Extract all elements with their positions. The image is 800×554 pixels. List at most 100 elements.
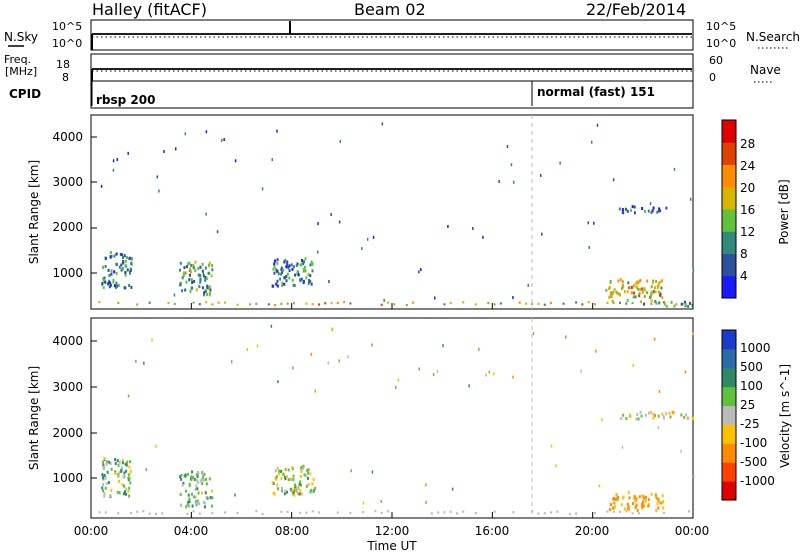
power-echo-cell bbox=[190, 278, 193, 282]
power-echo-cell bbox=[279, 277, 282, 281]
power-echo-cell bbox=[123, 254, 126, 258]
velocity-echo-cell bbox=[211, 489, 214, 493]
power-isolated-cell bbox=[649, 202, 652, 206]
velocity-echo-cell bbox=[197, 491, 200, 495]
power-echo-cell bbox=[207, 263, 210, 267]
velocity-isolated-cell bbox=[451, 487, 454, 491]
velocity-echo-cell bbox=[180, 477, 183, 481]
power-echo-cell bbox=[643, 288, 646, 292]
velocity-echo-cell bbox=[102, 482, 105, 486]
power-echo-cell bbox=[110, 254, 113, 258]
velocity-echo-cell bbox=[662, 415, 665, 419]
power-isolated-cell bbox=[202, 272, 205, 276]
power-echo-cell bbox=[201, 286, 204, 290]
power-echo-cell bbox=[656, 210, 659, 214]
velocity-echo-cell bbox=[209, 496, 212, 500]
power-echo-cell bbox=[281, 281, 284, 285]
power-echo-cell bbox=[102, 278, 105, 282]
velocity-echo-cell bbox=[661, 494, 664, 498]
velocity-echo-cell bbox=[277, 472, 280, 476]
power-echo-cell bbox=[113, 254, 116, 258]
velocity-echo-cell bbox=[280, 476, 283, 480]
station-title: Halley (fitACF) bbox=[92, 0, 207, 19]
velocity-colorbar-cell bbox=[722, 462, 736, 482]
power-isolated-cell bbox=[588, 245, 590, 249]
velocity-isolated-cell bbox=[653, 337, 656, 341]
power-echo-cell bbox=[188, 261, 191, 265]
power-isolated-cell bbox=[510, 163, 513, 167]
power-ground-cell bbox=[499, 302, 502, 305]
velocity-echo-cell bbox=[628, 413, 631, 417]
velocity-isolated-cell bbox=[331, 328, 333, 332]
velocity-echo-cell bbox=[303, 473, 306, 477]
power-echo-cell bbox=[308, 279, 311, 283]
power-echo-cell bbox=[199, 273, 202, 277]
velocity-isolated-cell bbox=[532, 332, 535, 336]
velocity-ytick-4000: 4000 bbox=[52, 334, 83, 348]
velocity-echo-cell bbox=[309, 490, 312, 494]
velocity-cbar-tick-100: 100 bbox=[740, 379, 763, 393]
velocity-ground-cell bbox=[593, 511, 596, 515]
velocity-isolated-cell bbox=[270, 324, 273, 328]
velocity-echo-cell bbox=[127, 473, 130, 477]
cpid-panel: CPID rbsp 200 normal (fast) 151 bbox=[9, 80, 694, 109]
power-echo-cell bbox=[634, 295, 637, 299]
velocity-isolated-cell bbox=[564, 335, 567, 339]
power-echo-cell bbox=[206, 284, 209, 288]
power-echo-cell bbox=[115, 281, 118, 285]
velocity-ground-cell bbox=[430, 512, 433, 515]
velocity-echo-cell bbox=[302, 466, 305, 470]
power-echo-cell bbox=[651, 209, 654, 213]
power-echo-cell bbox=[280, 267, 283, 271]
power-echo-cell bbox=[619, 278, 622, 282]
power-ytick-4000: 4000 bbox=[52, 130, 83, 144]
power-ground-cell bbox=[173, 302, 176, 306]
velocity-echo-cell bbox=[306, 476, 309, 480]
power-ground-cell bbox=[318, 303, 321, 306]
velocity-isolated-cell bbox=[478, 347, 480, 351]
power-echo-cell bbox=[192, 264, 195, 268]
velocity-echo-cell bbox=[196, 475, 199, 479]
velocity-echo-cell bbox=[114, 461, 117, 465]
power-echo-cell bbox=[209, 288, 212, 292]
power-ground-cell bbox=[311, 303, 314, 306]
velocity-echo-cell bbox=[205, 495, 208, 499]
velocity-cbar-tick-neg25: -25 bbox=[740, 417, 760, 431]
power-echo-cell bbox=[300, 262, 303, 266]
power-echo-cell bbox=[110, 283, 113, 287]
velocity-isolated-cell bbox=[292, 366, 294, 370]
velocity-colorbar-cell bbox=[722, 367, 736, 388]
velocity-echo-cell bbox=[106, 470, 109, 474]
power-echo-cell bbox=[626, 298, 629, 302]
velocity-echo-cell bbox=[642, 504, 645, 508]
power-echo-cell bbox=[650, 211, 653, 215]
power-isolated-cell bbox=[590, 140, 593, 144]
power-echo-cell bbox=[610, 291, 613, 295]
velocity-echo-cell bbox=[127, 489, 130, 493]
velocity-isolated-cell bbox=[256, 344, 259, 348]
velocity-echo-cell bbox=[199, 479, 202, 483]
velocity-echo-cell bbox=[194, 487, 197, 491]
velocity-echo-cell bbox=[283, 492, 286, 496]
velocity-echo-cell bbox=[274, 469, 277, 473]
power-echo-cell bbox=[183, 271, 186, 275]
velocity-isolated-cell bbox=[488, 370, 491, 374]
velocity-echo-cell bbox=[650, 492, 653, 496]
velocity-ground-cell bbox=[211, 512, 214, 515]
velocity-echo-cell bbox=[685, 413, 688, 417]
power-echo-cell bbox=[109, 255, 112, 259]
velocity-echo-cell bbox=[201, 471, 204, 475]
velocity-echo-cell bbox=[118, 479, 121, 483]
velocity-echo-cell bbox=[292, 478, 295, 482]
power-ground-cell bbox=[217, 301, 220, 304]
power-ground-cell bbox=[587, 301, 590, 304]
power-ground-cell bbox=[612, 301, 615, 305]
velocity-ground-cell bbox=[443, 511, 446, 514]
velocity-ground-cell bbox=[543, 512, 546, 515]
power-ground-cell bbox=[343, 301, 346, 304]
power-echo-cell bbox=[637, 287, 640, 291]
time-tick-08: 08:00 bbox=[275, 524, 310, 538]
power-isolated-cell bbox=[673, 167, 676, 171]
power-echo-cell bbox=[296, 262, 299, 266]
power-echo-cell bbox=[616, 292, 619, 296]
